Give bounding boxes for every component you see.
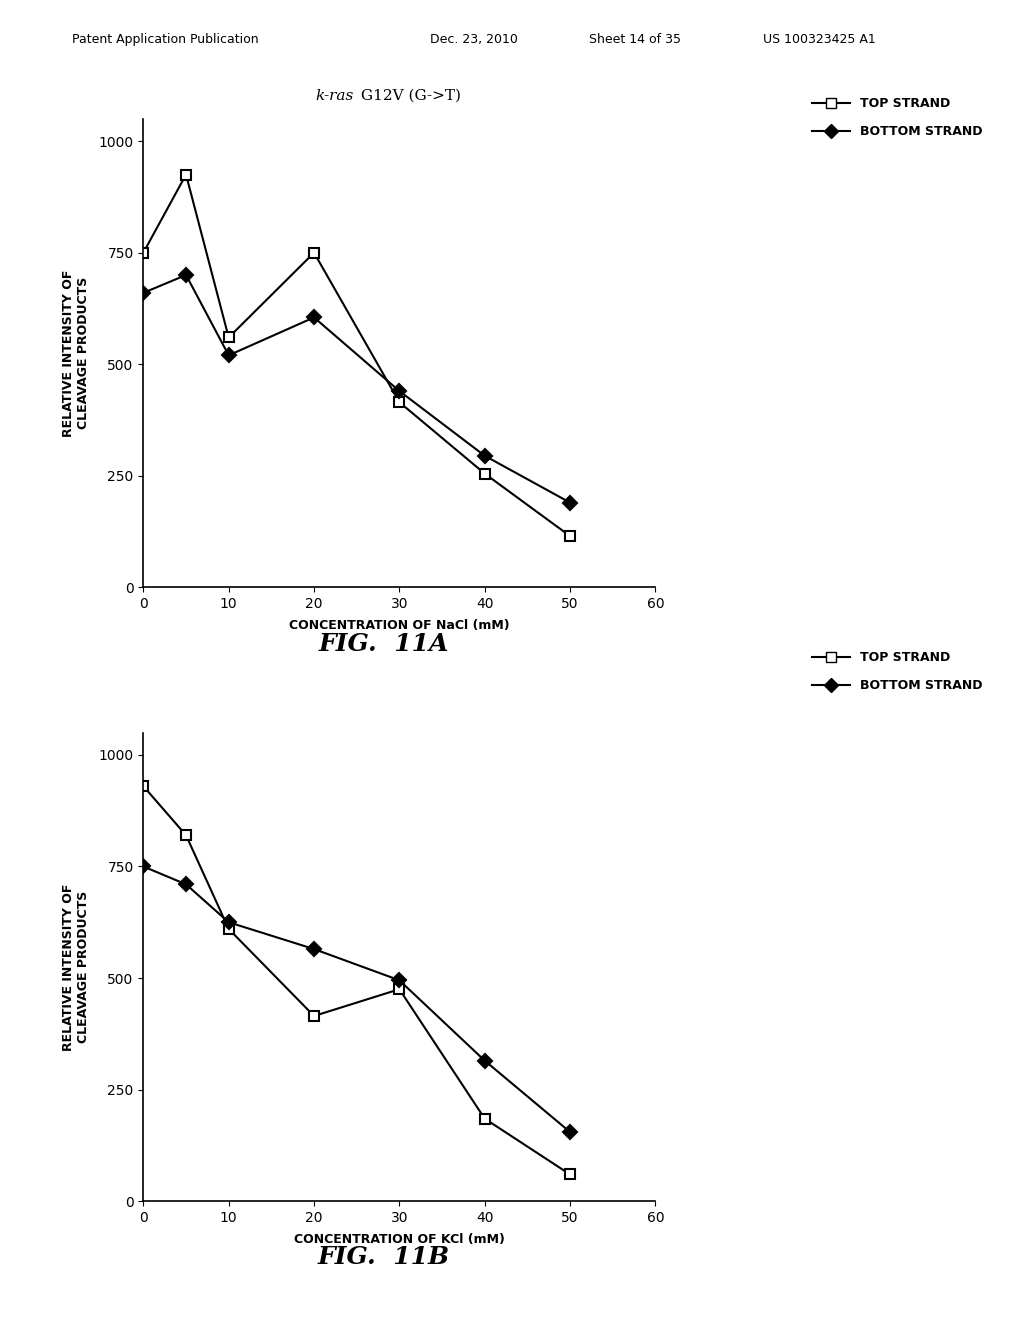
Legend: TOP STRAND, BOTTOM STRAND: TOP STRAND, BOTTOM STRAND (807, 92, 987, 143)
Text: Dec. 23, 2010: Dec. 23, 2010 (430, 33, 518, 46)
Y-axis label: RELATIVE INTENSITY OF
CLEAVAGE PRODUCTS: RELATIVE INTENSITY OF CLEAVAGE PRODUCTS (62, 269, 90, 437)
Text: G12V (G->T): G12V (G->T) (356, 88, 462, 103)
Text: US 100323425 A1: US 100323425 A1 (763, 33, 876, 46)
Legend: TOP STRAND, BOTTOM STRAND: TOP STRAND, BOTTOM STRAND (807, 647, 987, 697)
Text: Sheet 14 of 35: Sheet 14 of 35 (589, 33, 681, 46)
Text: k-ras: k-ras (315, 88, 353, 103)
X-axis label: CONCENTRATION OF NaCl (mM): CONCENTRATION OF NaCl (mM) (289, 619, 510, 632)
Text: FIG.  11B: FIG. 11B (317, 1245, 451, 1269)
Text: Patent Application Publication: Patent Application Publication (72, 33, 258, 46)
X-axis label: CONCENTRATION OF KCl (mM): CONCENTRATION OF KCl (mM) (294, 1233, 505, 1246)
Text: FIG.  11A: FIG. 11A (318, 632, 450, 656)
Y-axis label: RELATIVE INTENSITY OF
CLEAVAGE PRODUCTS: RELATIVE INTENSITY OF CLEAVAGE PRODUCTS (62, 883, 90, 1051)
